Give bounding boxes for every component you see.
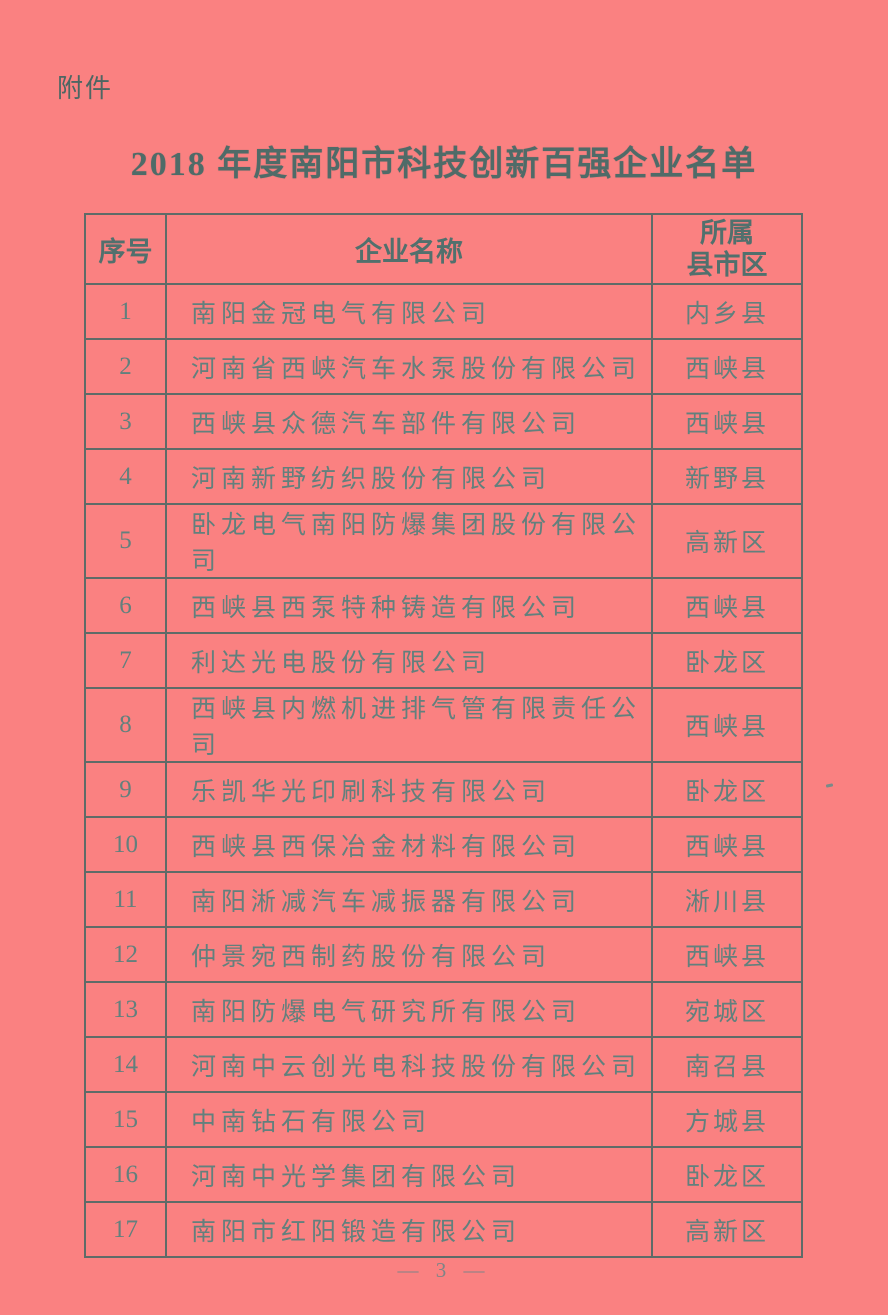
table-row: 6 西峡县西泵特种铸造有限公司 西峡县	[84, 577, 803, 634]
district-cell: 南召县	[651, 1036, 803, 1093]
table-row: 11 南阳淅减汽车减振器有限公司 淅川县	[84, 871, 803, 928]
company-name-cell: 南阳金冠电气有限公司	[165, 283, 653, 340]
column-header-no: 序号	[84, 213, 167, 285]
row-number-cell: 13	[84, 981, 167, 1038]
table-row: 13 南阳防爆电气研究所有限公司 宛城区	[84, 981, 803, 1038]
row-number-cell: 8	[84, 687, 167, 763]
row-number-cell: 9	[84, 761, 167, 818]
district-cell: 方城县	[651, 1091, 803, 1148]
table-header-row: 序号 企业名称 所属 县市区	[84, 213, 803, 285]
row-number-cell: 3	[84, 393, 167, 450]
row-number-cell: 7	[84, 632, 167, 689]
table-row: 10 西峡县西保冶金材料有限公司 西峡县	[84, 816, 803, 873]
table-row: 2 河南省西峡汽车水泵股份有限公司 西峡县	[84, 338, 803, 395]
column-header-name: 企业名称	[165, 213, 653, 285]
district-cell: 新野县	[651, 448, 803, 505]
row-number-cell: 15	[84, 1091, 167, 1148]
row-number-cell: 5	[84, 503, 167, 579]
table-row: 9 乐凯华光印刷科技有限公司 卧龙区	[84, 761, 803, 818]
company-name-cell: 河南中光学集团有限公司	[165, 1146, 653, 1203]
table-row: 1 南阳金冠电气有限公司 内乡县	[84, 283, 803, 340]
district-cell: 西峡县	[651, 687, 803, 763]
row-number-cell: 16	[84, 1146, 167, 1203]
row-number-cell: 4	[84, 448, 167, 505]
row-number-cell: 1	[84, 283, 167, 340]
table-row: 7 利达光电股份有限公司 卧龙区	[84, 632, 803, 689]
district-cell: 西峡县	[651, 338, 803, 395]
district-cell: 西峡县	[651, 816, 803, 873]
district-cell: 西峡县	[651, 577, 803, 634]
company-name-cell: 河南中云创光电科技股份有限公司	[165, 1036, 653, 1093]
page-number: — 3 —	[397, 1258, 491, 1282]
district-cell: 卧龙区	[651, 1146, 803, 1203]
table-body: 1 南阳金冠电气有限公司 内乡县 2 河南省西峡汽车水泵股份有限公司 西峡县 3…	[84, 283, 803, 1258]
table-row: 14 河南中云创光电科技股份有限公司 南召县	[84, 1036, 803, 1093]
attachment-label: 附件	[57, 74, 114, 103]
company-name-cell: 卧龙电气南阳防爆集团股份有限公司	[165, 503, 653, 579]
district-cell: 内乡县	[651, 283, 803, 340]
table-row: 3 西峡县众德汽车部件有限公司 西峡县	[84, 393, 803, 450]
company-name-cell: 中南钻石有限公司	[165, 1091, 653, 1148]
table-row: 4 河南新野纺织股份有限公司 新野县	[84, 448, 803, 505]
row-number-cell: 12	[84, 926, 167, 983]
row-number-cell: 10	[84, 816, 167, 873]
row-number-cell: 6	[84, 577, 167, 634]
row-number-cell: 14	[84, 1036, 167, 1093]
company-name-cell: 仲景宛西制药股份有限公司	[165, 926, 653, 983]
company-name-cell: 西峡县内燃机进排气管有限责任公司	[165, 687, 653, 763]
row-number-cell: 17	[84, 1201, 167, 1258]
company-name-cell: 南阳市红阳锻造有限公司	[165, 1201, 653, 1258]
table-row: 8 西峡县内燃机进排气管有限责任公司 西峡县	[84, 687, 803, 763]
company-name-cell: 利达光电股份有限公司	[165, 632, 653, 689]
company-name-cell: 河南新野纺织股份有限公司	[165, 448, 653, 505]
table-row: 16 河南中光学集团有限公司 卧龙区	[84, 1146, 803, 1203]
row-number-cell: 11	[84, 871, 167, 928]
district-cell: 高新区	[651, 1201, 803, 1258]
company-name-cell: 南阳淅减汽车减振器有限公司	[165, 871, 653, 928]
district-cell: 西峡县	[651, 926, 803, 983]
company-name-cell: 西峡县众德汽车部件有限公司	[165, 393, 653, 450]
company-list-table: 序号 企业名称 所属 县市区 1 南阳金冠电气有限公司 内乡县 2 河南省西峡汽…	[84, 213, 803, 1258]
scan-speckle	[825, 783, 834, 788]
table-row: 15 中南钻石有限公司 方城县	[84, 1091, 803, 1148]
row-number-cell: 2	[84, 338, 167, 395]
column-header-district: 所属 县市区	[651, 213, 803, 285]
district-cell: 西峡县	[651, 393, 803, 450]
company-name-cell: 西峡县西泵特种铸造有限公司	[165, 577, 653, 634]
company-name-cell: 乐凯华光印刷科技有限公司	[165, 761, 653, 818]
table-row: 5 卧龙电气南阳防爆集团股份有限公司 高新区	[84, 503, 803, 579]
table-row: 12 仲景宛西制药股份有限公司 西峡县	[84, 926, 803, 983]
district-cell: 宛城区	[651, 981, 803, 1038]
company-name-cell: 西峡县西保冶金材料有限公司	[165, 816, 653, 873]
district-cell: 卧龙区	[651, 632, 803, 689]
district-cell: 淅川县	[651, 871, 803, 928]
district-cell: 卧龙区	[651, 761, 803, 818]
district-cell: 高新区	[651, 503, 803, 579]
company-name-cell: 南阳防爆电气研究所有限公司	[165, 981, 653, 1038]
company-name-cell: 河南省西峡汽车水泵股份有限公司	[165, 338, 653, 395]
table-row: 17 南阳市红阳锻造有限公司 高新区	[84, 1201, 803, 1258]
document-title: 2018 年度南阳市科技创新百强企业名单	[130, 146, 758, 183]
